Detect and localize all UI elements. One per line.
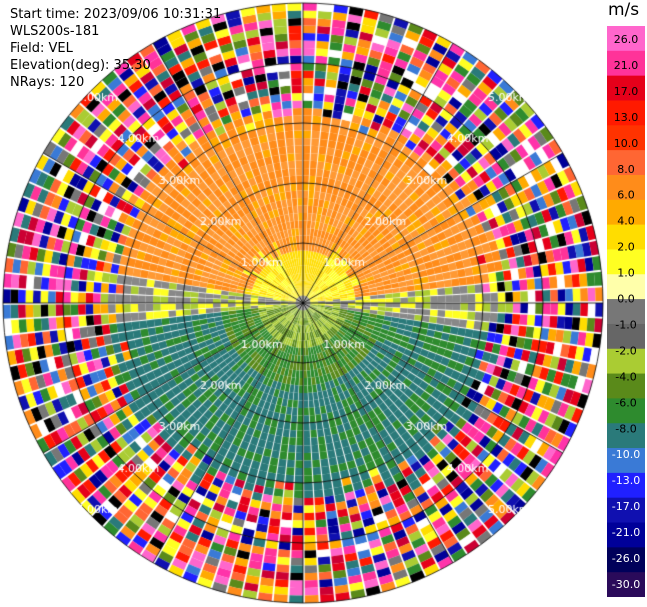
colorbar-swatch	[607, 174, 645, 201]
colorbar-tick-label: 1.0	[617, 267, 635, 280]
colorbar-tick-label: -1.0	[615, 318, 636, 331]
colorbar-swatch	[607, 423, 645, 449]
colorbar-swatch	[607, 199, 645, 226]
colorbar-swatch	[607, 323, 645, 350]
colorbar-tick-label: 4.0	[617, 215, 635, 228]
colorbar-swatch	[607, 125, 645, 151]
colorbar-tick-label: 26.0	[614, 33, 639, 46]
colorbar-swatch	[607, 373, 645, 399]
colorbar-tick-label: 13.0	[614, 111, 639, 124]
colorbar-tick-label: -17.0	[612, 500, 640, 513]
ppi-plot	[0, 0, 607, 607]
colorbar-tick-label: -4.0	[615, 370, 636, 383]
colorbar: 26.0 21.0 17.0 13.0 10.0 8.0 6.0 4.0 2.0 1.0 0.0 -1…	[607, 26, 645, 597]
colorbar-swatch	[607, 547, 645, 573]
colorbar-tick-label: 17.0	[614, 85, 639, 98]
colorbar-tick-label: 6.0	[617, 189, 635, 202]
colorbar-tick-label: 8.0	[617, 163, 635, 176]
colorbar-swatch	[607, 100, 645, 126]
colorbar-swatch	[607, 572, 645, 597]
colorbar-swatch	[607, 522, 645, 548]
header-info: Start time: 2023/09/06 10:31:31 WLS200s-…	[10, 6, 221, 91]
colorbar-swatch	[607, 249, 645, 275]
colorbar-tick-label: -8.0	[615, 422, 636, 435]
start-time: Start time: 2023/09/06 10:31:31	[10, 7, 222, 22]
colorbar-swatch	[607, 274, 645, 300]
field-name: Field: VEL	[10, 41, 73, 56]
colorbar-tick-label: -10.0	[612, 448, 640, 461]
colorbar-tick-label: 2.0	[617, 241, 635, 254]
colorbar-tick-label: -2.0	[615, 344, 636, 357]
colorbar-swatch	[607, 150, 645, 176]
colorbar-swatch	[607, 26, 645, 52]
colorbar-tick-label: -30.0	[612, 578, 640, 591]
colorbar-tick-label: 21.0	[614, 59, 639, 72]
colorbar-tick-label: -21.0	[612, 526, 640, 539]
colorbar-tick-label: 10.0	[614, 137, 639, 150]
colorbar-swatch	[607, 398, 645, 424]
colorbar-tick-label: -6.0	[615, 396, 636, 409]
instrument-name: WLS200s-181	[10, 24, 100, 39]
colorbar-tick-label: 0.0	[617, 293, 635, 306]
colorbar-swatch	[607, 50, 645, 77]
colorbar-swatch	[607, 472, 645, 499]
colorbar-swatch	[607, 348, 645, 375]
colorbar-unit: m/s	[608, 0, 640, 20]
colorbar-swatch	[607, 224, 645, 250]
nrays: NRays: 120	[10, 75, 85, 90]
colorbar-swatch	[607, 75, 645, 101]
colorbar-swatch	[607, 497, 645, 524]
colorbar-tick-label: -13.0	[612, 474, 640, 487]
elevation: Elevation(deg): 35.30	[10, 58, 151, 73]
colorbar-tick-label: -26.0	[612, 552, 640, 565]
colorbar-swatch	[607, 448, 645, 474]
colorbar-swatch	[607, 299, 645, 325]
